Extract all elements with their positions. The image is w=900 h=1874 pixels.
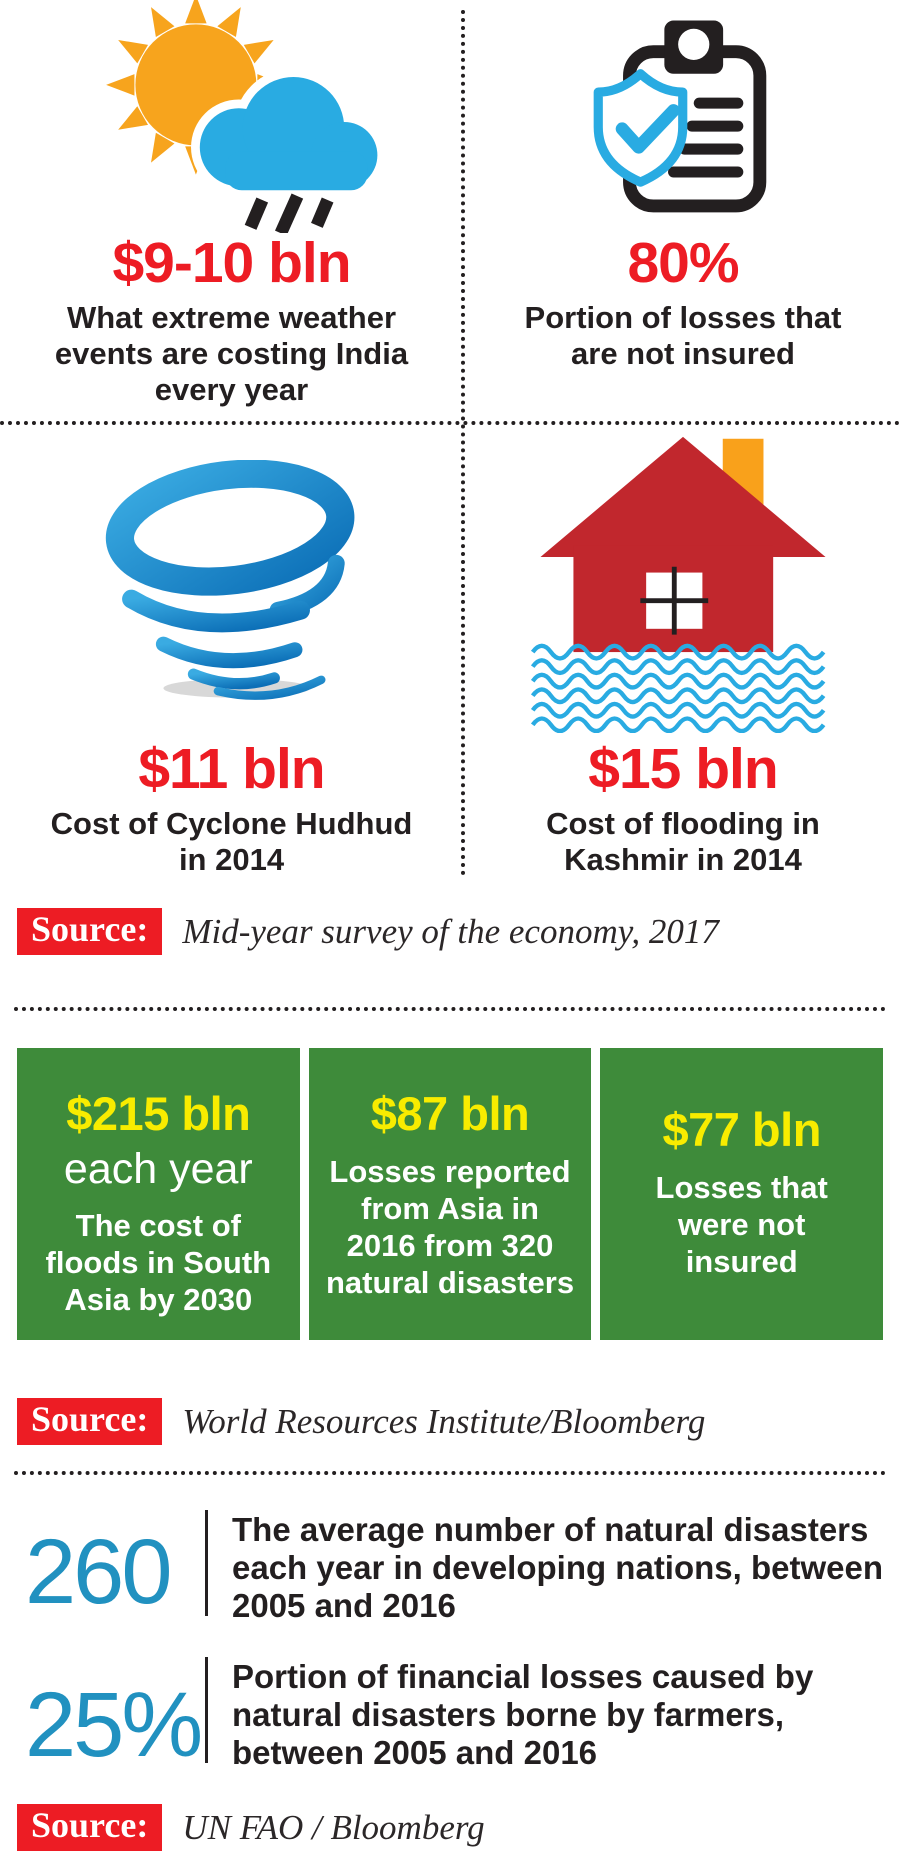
stat-description-line: Portion of financial losses caused by [232,1658,814,1695]
horizontal-dotted-divider [0,421,900,425]
green-box-floods-south-asia: $215 bln each year The cost of floods in… [17,1048,300,1340]
caption-line: Kashmir in 2014 [564,842,802,877]
source-label: Source: [17,1398,163,1445]
icon-box [523,426,843,738]
source-row: Source: UN FAO / Bloomberg [17,1804,485,1851]
green-box-value: $77 bln [662,1103,821,1156]
stat-description-line: natural disasters borne by farmers, [232,1696,785,1733]
caption-line: in 2014 [178,842,285,877]
flooded-house-icon [530,436,826,733]
icon-box [77,426,387,738]
icon-box [545,0,820,232]
caption-line: are not insured [571,336,795,371]
vertical-dotted-divider [461,10,465,876]
panel-extreme-weather: $9-10 bln What extreme weather events ar… [0,0,463,423]
panel-kashmir-flooding: $15 bln Cost of flooding in Kashmir in 2… [466,426,900,878]
insurance-clipboard-shield-icon [593,20,767,213]
green-box-body: Losses that were not insured [600,1169,883,1280]
stat-divider-bar [205,1510,208,1616]
stat-value: $9-10 bln [112,231,351,295]
green-box-line: were not [677,1207,806,1242]
source-text: UN FAO / Bloomberg [182,1807,485,1847]
sun-rain-cloud-icon [105,0,386,234]
green-box-line: natural disasters [325,1265,575,1300]
stat-caption: Portion of losses that are not insured [525,300,842,372]
green-box-subvalue: each year [63,1145,253,1193]
caption-line: Portion of losses that [524,300,842,335]
source-label: Source: [17,908,163,955]
green-box-uninsured-losses: $77 bln Losses that were not insured [600,1048,884,1340]
stat-row-disaster-count: 260 The average number of natural disast… [25,1508,883,1625]
caption-line: What extreme weather [66,300,397,335]
cyclone-icon [105,459,354,700]
green-box-value: $87 bln [370,1087,530,1140]
green-box-value: $215 bln [66,1087,251,1140]
green-box-line: Losses that [655,1170,828,1205]
caption-line: every year [154,372,309,407]
green-box-line: Losses reported [329,1154,571,1189]
source-text: Mid-year survey of the economy, 2017 [182,911,719,951]
green-box-line: The cost of [75,1208,241,1243]
green-box-line: floods in South [45,1245,272,1280]
green-box-body: Losses reported from Asia in 2016 from 3… [309,1153,592,1301]
stat-number: 25% [25,1674,203,1776]
green-stats-row: $215 bln each year The cost of floods in… [17,1048,884,1340]
source-row: Source: Mid-year survey of the economy, … [17,908,719,955]
stat-value: $11 bln [138,737,325,801]
stat-value: 80% [627,231,739,295]
panel-cyclone-hudhud: $11 bln Cost of Cyclone Hudhud in 2014 [0,426,463,878]
icon-box [71,0,393,234]
horizontal-dotted-divider [14,1007,886,1011]
stat-description: Portion of financial losses caused by na… [232,1655,813,1772]
green-box-line: insured [685,1244,798,1279]
caption-line: events are costing India [54,336,409,371]
green-box-line: from Asia in [361,1191,539,1226]
stat-divider-bar [205,1657,208,1763]
green-box-body: The cost of floods in South Asia by 2030 [17,1207,300,1318]
panel-uninsured-losses: 80% Portion of losses that are not insur… [466,0,900,423]
source-row: Source: World Resources Institute/Bloomb… [17,1398,705,1445]
horizontal-dotted-divider [14,1471,886,1475]
stat-description-line: The average number of natural disasters [232,1511,869,1548]
source-text: World Resources Institute/Bloomberg [182,1401,706,1441]
source-label: Source: [17,1804,163,1851]
stat-description-line: between 2005 and 2016 [232,1734,598,1771]
stat-caption: Cost of Cyclone Hudhud in 2014 [51,806,413,878]
stat-description-line: each year in developing nations, between [232,1549,884,1586]
stat-caption: What extreme weather events are costing … [55,300,408,408]
green-box-line: Asia by 2030 [64,1282,253,1317]
stat-description-line: 2005 and 2016 [232,1587,456,1624]
stat-value: $15 bln [588,737,778,801]
caption-line: Cost of flooding in [546,806,820,841]
green-box-line: 2016 from 320 [346,1228,554,1263]
stat-number: 260 [25,1521,173,1623]
caption-line: Cost of Cyclone Hudhud [50,806,413,841]
stat-row-farmer-losses: 25% Portion of financial losses caused b… [25,1655,813,1772]
green-box-asia-losses: $87 bln Losses reported from Asia in 201… [308,1048,592,1340]
stat-description: The average number of natural disasters … [232,1508,883,1625]
stat-caption: Cost of flooding in Kashmir in 2014 [546,806,820,878]
